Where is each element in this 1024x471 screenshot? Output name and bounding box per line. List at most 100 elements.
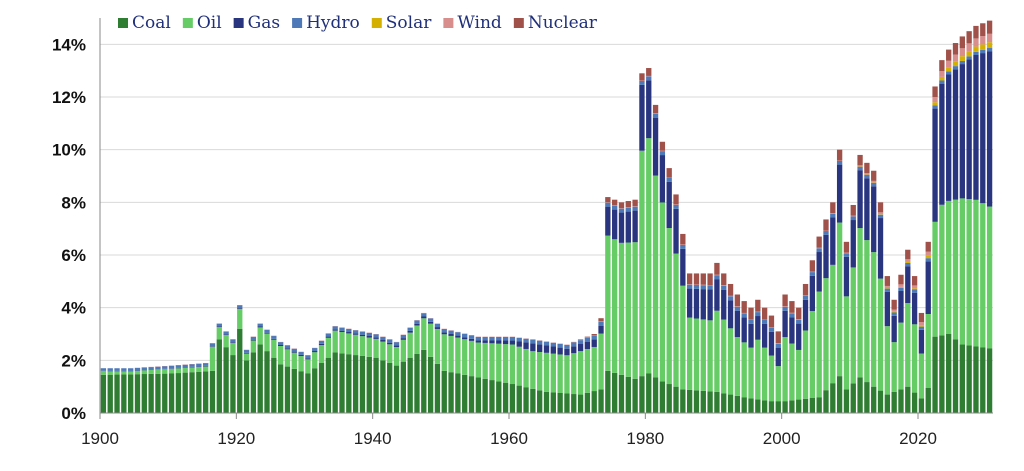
bar-1990-nuclear <box>714 262 720 275</box>
bar-2018-hydro <box>905 262 911 267</box>
y-tick-label: 0% <box>61 404 86 423</box>
bar-2013-nuclear <box>871 170 877 181</box>
bar-1982-hydro <box>659 151 666 156</box>
bar-2027-solar <box>966 51 972 57</box>
bar-1964-oil <box>537 352 543 391</box>
bar-2015-gas <box>884 291 890 327</box>
bar-1909-oil <box>162 369 168 374</box>
bar-1958-gas <box>496 340 502 344</box>
bar-1970-oil <box>577 351 584 395</box>
bar-1986-oil <box>686 317 693 390</box>
bar-1973-oil <box>598 333 604 390</box>
bar-1983-hydro <box>666 177 672 182</box>
bar-1988-gas <box>700 289 706 320</box>
bar-1924-hydro <box>264 329 270 333</box>
bar-1907-hydro <box>148 366 154 370</box>
bar-1904-hydro <box>128 368 134 371</box>
bar-2015-solar <box>884 288 890 289</box>
bar-2016-nuclear <box>891 299 897 310</box>
bar-2018-nuclear <box>905 249 911 260</box>
legend-label-nuclear: Nuclear <box>528 13 598 33</box>
bar-1952-coal <box>455 373 461 413</box>
bar-1985-coal <box>680 389 686 413</box>
bar-1953-gas <box>462 337 468 340</box>
bar-1963-oil <box>530 351 536 389</box>
bar-2029-coal <box>980 347 986 413</box>
bar-1930-oil <box>305 359 311 374</box>
bar-1908-hydro <box>155 366 161 370</box>
bar-1945-oil <box>407 332 413 358</box>
bar-1907-oil <box>148 369 154 374</box>
bar-1993-coal <box>734 395 741 413</box>
bar-1983-oil <box>666 228 672 385</box>
bar-1994-hydro <box>741 313 747 318</box>
bar-1991-oil <box>721 319 727 394</box>
bar-1998-hydro <box>768 327 775 332</box>
bar-1965-oil <box>543 352 550 392</box>
bar-1903-hydro <box>121 368 127 371</box>
bar-1958-coal <box>496 381 502 413</box>
bar-1950-oil <box>441 334 447 371</box>
bar-1961-coal <box>516 385 522 413</box>
bar-1962-coal <box>523 387 529 413</box>
bar-1994-gas <box>741 317 747 343</box>
bar-1967-hydro <box>557 343 563 348</box>
bar-1942-hydro <box>387 339 393 343</box>
bar-1987-gas <box>693 288 700 319</box>
bar-1914-oil <box>196 366 202 372</box>
bar-2028-coal <box>973 346 979 413</box>
bar-1978-gas <box>632 210 638 243</box>
legend-label-solar: Solar <box>386 13 432 33</box>
bar-1975-hydro <box>612 205 618 210</box>
bar-2009-wind <box>843 252 850 254</box>
bar-1968-oil <box>564 355 570 394</box>
bar-1994-nuclear <box>741 301 747 313</box>
bar-1997-coal <box>761 400 768 413</box>
bar-1932-gas <box>318 343 325 346</box>
bar-2004-coal <box>809 397 816 413</box>
bar-1922-coal <box>250 352 257 413</box>
bar-1998-gas <box>768 331 775 356</box>
bar-1920-hydro <box>237 305 243 309</box>
bar-1921-gas <box>243 352 250 354</box>
legend-swatch-gas <box>233 18 244 28</box>
bar-2009-nuclear <box>843 241 850 253</box>
bar-1964-gas <box>537 344 543 353</box>
bar-1939-oil <box>366 337 372 357</box>
bar-1995-gas <box>748 323 754 348</box>
bar-2011-oil <box>857 228 863 378</box>
bar-1982-oil <box>659 202 666 382</box>
bar-1992-hydro <box>727 296 734 301</box>
bar-1924-oil <box>264 333 270 352</box>
bar-2020-nuclear <box>918 312 925 323</box>
bar-2018-solar <box>905 261 911 263</box>
bar-1990-hydro <box>714 275 720 280</box>
bar-1972-oil <box>591 346 597 392</box>
bar-1949-oil <box>434 328 441 364</box>
bar-1927-hydro <box>284 345 291 349</box>
bar-1972-nuclear <box>591 334 597 336</box>
bar-1951-gas <box>448 333 454 336</box>
bar-1988-hydro <box>700 285 706 290</box>
bar-2020-coal <box>918 398 925 413</box>
bar-1952-hydro <box>455 332 461 336</box>
bar-2024-wind <box>946 60 952 68</box>
bar-2009-coal <box>843 389 850 413</box>
bar-1937-hydro <box>352 330 359 334</box>
bar-2030-hydro <box>986 48 993 52</box>
bar-2006-hydro <box>823 231 829 235</box>
bar-1918-gas <box>223 334 229 336</box>
bar-1930-gas <box>305 358 311 360</box>
y-tick-label: 10% <box>52 141 86 160</box>
bar-2020-gas <box>918 329 925 354</box>
bar-1966-hydro <box>550 342 556 347</box>
bar-1998-nuclear <box>768 315 775 328</box>
bar-1951-coal <box>448 372 454 413</box>
bar-2019-gas <box>911 292 918 325</box>
bar-1959-hydro <box>502 336 509 341</box>
bar-2014-gas <box>877 218 884 279</box>
bar-2030-coal <box>986 348 993 413</box>
bar-2017-gas <box>898 291 904 323</box>
bar-1963-hydro <box>530 339 536 344</box>
